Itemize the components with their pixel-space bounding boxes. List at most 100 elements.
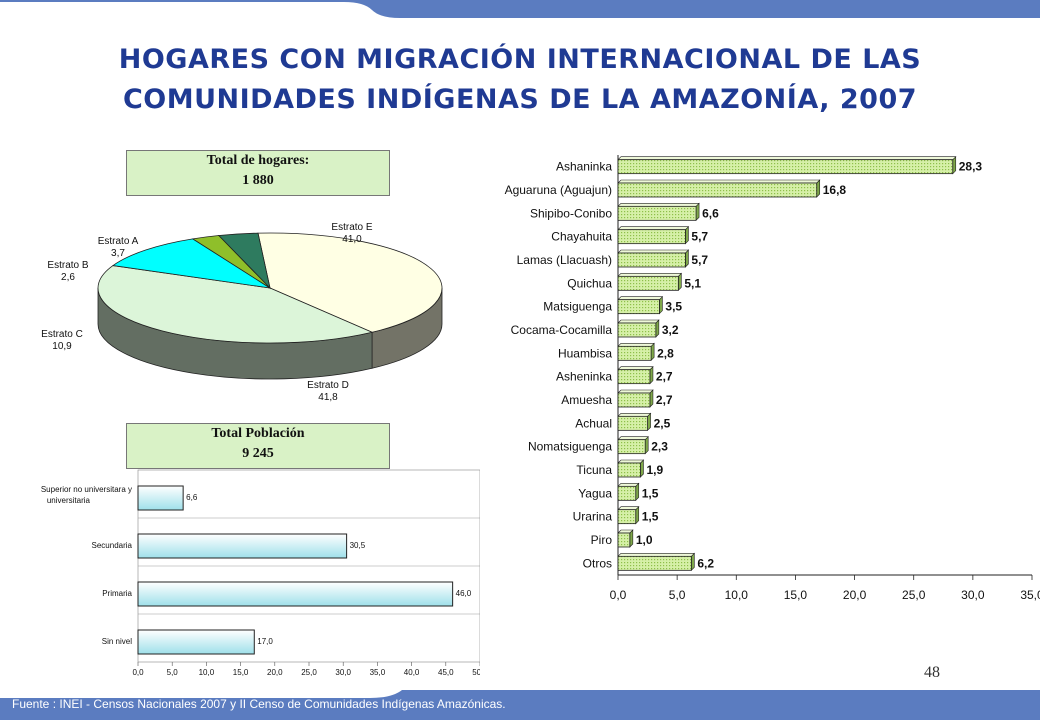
edu-tick-label-3: 15,0	[233, 668, 249, 677]
edu-tick-label-2: 10,0	[199, 668, 215, 677]
edu-tick-label-8: 40,0	[404, 668, 420, 677]
eth-bar-top-16	[617, 529, 634, 534]
eth-category-label-14: Yagua	[578, 486, 612, 500]
title-line-1: HOGARES CON MIGRACIÓN INTERNACIONAL DE L…	[118, 44, 922, 75]
eth-bar-11	[617, 415, 648, 431]
eth-category-label-3: Chayahuita	[551, 230, 612, 244]
edu-bar-0	[137, 485, 184, 511]
eth-bar-7	[617, 322, 657, 338]
eth-value-label-10: 2,7	[656, 393, 673, 407]
eth-bar-top-5	[617, 273, 683, 277]
eth-category-label-11: Achual	[575, 416, 612, 430]
eth-tick-label-7: 35,0	[1020, 588, 1040, 602]
eth-bar-5	[617, 275, 679, 291]
eth-value-label-5: 5,1	[684, 276, 701, 290]
footer-banner	[0, 690, 1040, 720]
edu-category-label-1: Secundaria	[92, 541, 133, 550]
eth-value-label-11: 2,5	[654, 416, 671, 430]
edu-value-label-0: 6,6	[186, 493, 198, 502]
eth-bar-top-0	[617, 156, 957, 160]
eth-bar-top-2	[617, 203, 700, 207]
pie-label-value-estrato-b: 2,6	[61, 272, 75, 283]
eth-bar-top-12	[617, 436, 649, 440]
eth-bar-top-11	[617, 413, 652, 417]
edu-category-label-0-b: universitaria	[47, 496, 91, 505]
eth-bar-15	[617, 509, 637, 525]
title-line-2: COMUNIDADES INDÍGENAS DE LA AMAZONÍA, 20…	[122, 84, 918, 115]
ethnic-bar-chart: 28,3 Ashaninka 16,8 Aguaruna (Aguajun) 6,6 Sh…	[505, 155, 1040, 602]
eth-bar-0	[617, 159, 954, 175]
eth-category-label-0: Ashaninka	[556, 160, 612, 174]
edu-category-label-0: Superior no universitara y	[41, 485, 132, 494]
eth-value-label-4: 5,7	[691, 253, 708, 267]
pie-label-name-estrato-a: Estrato A	[98, 236, 139, 247]
pie-chart-hogares: Estrato E41,0 Estrato D41,8 Estrato C10,9 E…	[41, 222, 443, 403]
eth-bar-1	[617, 182, 818, 198]
eth-bar-top-10	[617, 389, 654, 394]
pie-slice-estrato-d	[97, 265, 374, 344]
eth-bar-top-8	[617, 343, 655, 347]
eth-category-label-7: Cocama-Cocamilla	[511, 323, 613, 337]
eth-tick-label-2: 10,0	[725, 588, 749, 602]
eth-value-label-17: 6,2	[697, 556, 714, 570]
edu-bar-1	[137, 533, 348, 559]
eth-bar-top-3	[617, 226, 690, 230]
pie-label-value-estrato-c: 10,9	[52, 341, 72, 352]
pie-label-name-estrato-c: Estrato C	[41, 329, 83, 340]
eth-value-label-12: 2,3	[651, 440, 668, 454]
eth-bar-9	[617, 369, 651, 385]
pie-slice-estrato-e	[257, 232, 443, 333]
eth-bar-17	[617, 555, 692, 571]
pie-label-name-estrato-e: Estrato E	[331, 222, 372, 233]
eth-bar-16	[617, 532, 631, 548]
eth-bar-10	[617, 392, 651, 408]
pie-label-value-estrato-a: 3,7	[111, 248, 125, 259]
bar-header-line1: Total Población	[211, 426, 305, 441]
education-bar-chart: 6,6 Superior no universitara y universitar…	[41, 469, 480, 677]
eth-value-label-7: 3,2	[662, 323, 679, 337]
eth-bar-12	[617, 439, 646, 455]
eth-category-label-13: Ticuna	[576, 463, 612, 477]
pie-label-value-estrato-e: 41,0	[342, 234, 362, 245]
eth-value-label-2: 6,6	[702, 206, 719, 220]
edu-value-label-1: 30,5	[350, 541, 366, 550]
eth-category-label-5: Quichua	[567, 276, 612, 290]
eth-value-label-15: 1,5	[642, 510, 659, 524]
edu-tick-label-0: 0,0	[132, 668, 144, 677]
eth-tick-label-4: 20,0	[843, 588, 867, 602]
eth-value-label-0: 28,3	[959, 160, 983, 174]
eth-bar-8	[617, 345, 652, 361]
eth-tick-label-3: 15,0	[784, 588, 808, 602]
bar-header-box: Total Población 9 245	[126, 423, 390, 469]
pie-header-line2: 1 880	[242, 173, 274, 188]
edu-tick-label-9: 45,0	[438, 668, 454, 677]
eth-bar-13	[617, 462, 641, 478]
edu-tick-label-4: 20,0	[267, 668, 283, 677]
eth-tick-label-0: 0,0	[610, 588, 627, 602]
eth-bar-top-13	[617, 459, 645, 464]
eth-bar-top-14	[617, 483, 640, 487]
pie-label-name-estrato-b: Estrato B	[47, 260, 88, 271]
eth-value-label-9: 2,7	[656, 370, 673, 384]
pie-slice-estrato-c	[111, 238, 271, 289]
footer-source: Fuente : INEI - Censos Nacionales 2007 y…	[12, 697, 506, 711]
edu-category-label-2: Primaria	[102, 589, 132, 598]
top-banner	[0, 0, 1040, 18]
edu-tick-label-5: 25,0	[301, 668, 317, 677]
eth-category-label-9: Asheninka	[556, 370, 612, 384]
pie-label-value-estrato-d: 41,8	[318, 392, 338, 403]
eth-bar-4	[617, 252, 686, 268]
eth-category-label-6: Matsiguenga	[543, 300, 612, 314]
eth-bar-3	[617, 229, 686, 245]
eth-value-label-6: 3,5	[665, 300, 682, 314]
eth-category-label-8: Huambisa	[558, 346, 612, 360]
edu-category-label-3: Sin nivel	[102, 637, 132, 646]
edu-tick-label-7: 35,0	[370, 668, 386, 677]
eth-bar-14	[617, 485, 637, 501]
eth-value-label-8: 2,8	[657, 346, 674, 360]
edu-tick-label-6: 30,0	[335, 668, 351, 677]
eth-tick-label-1: 5,0	[669, 588, 686, 602]
edu-value-label-2: 46,0	[456, 589, 472, 598]
eth-bar-top-4	[617, 249, 690, 254]
pie-header-box: Total de hogares: 1 880	[126, 150, 390, 196]
